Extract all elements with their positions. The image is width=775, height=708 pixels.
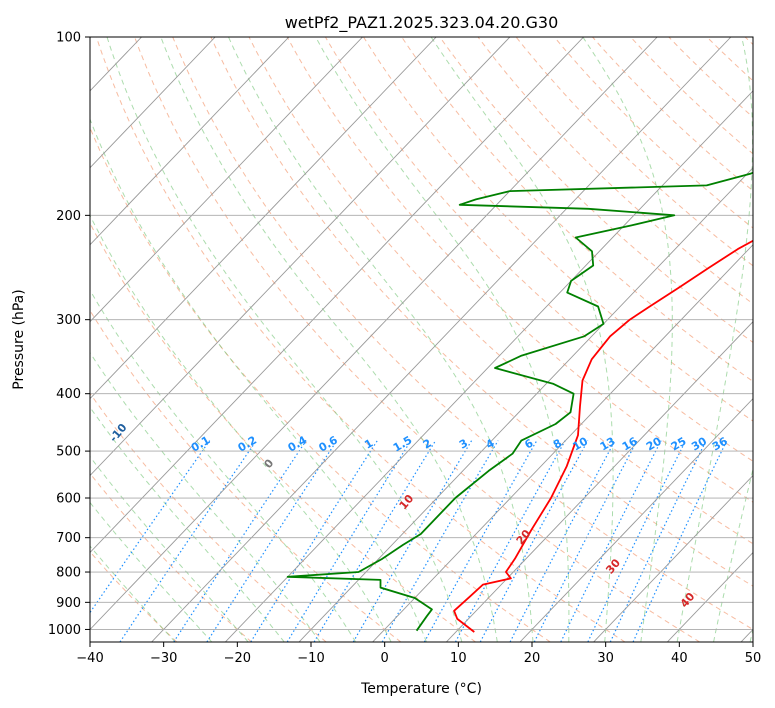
x-axis: −40 −30 −20 −10 0 10 20 30 40 50 — [76, 642, 761, 666]
moist-adiabat — [90, 351, 321, 642]
dry-adiabat — [324, 37, 753, 462]
mixing-ratio-line — [632, 440, 728, 642]
dry-adiabat — [248, 37, 753, 545]
dry-adiabat — [90, 309, 402, 642]
mixing-ratio-line — [250, 440, 378, 642]
isotherm — [90, 37, 511, 477]
mixing-ratio-line — [206, 440, 338, 642]
y-tick-label: 900 — [56, 596, 81, 611]
dry-adiabat — [286, 37, 753, 503]
moist-adiabat — [228, 37, 534, 642]
x-tick-label: 20 — [524, 651, 541, 666]
mixing-ratio-line — [560, 440, 662, 642]
x-tick-label: 0 — [381, 651, 389, 666]
x-tick-label: −10 — [297, 651, 324, 666]
isotherm — [90, 37, 584, 554]
x-tick-label: 10 — [450, 651, 467, 666]
x-tick-label: −30 — [150, 651, 177, 666]
isotherm — [445, 321, 753, 642]
y-tick-label: 600 — [56, 492, 81, 507]
x-tick-label: 40 — [671, 651, 688, 666]
moist-adiabat — [106, 37, 463, 642]
mixing-ratio-line — [313, 440, 437, 642]
isotherm — [90, 37, 216, 169]
moist-adiabat — [315, 37, 570, 642]
moist-adiabat — [90, 117, 427, 642]
moist-adiabat — [430, 37, 614, 642]
dry-adiabat — [210, 37, 753, 587]
mixing-ratio-line — [454, 440, 566, 642]
isotherm — [90, 37, 658, 631]
moist-adiabat — [160, 37, 498, 642]
dry-adiabat — [134, 37, 700, 642]
dry-adiabat — [95, 37, 626, 642]
chart-title: wetPf2_PAZ1.2025.323.04.20.G30 — [285, 13, 559, 33]
y-tick-label: 800 — [56, 566, 81, 581]
profile-lines — [286, 171, 753, 633]
isotherm — [224, 90, 753, 642]
mixing-ratio-line — [423, 440, 538, 642]
mixing-ratio-line — [173, 440, 307, 642]
isotherm — [519, 397, 753, 642]
y-tick-label: 100 — [56, 31, 81, 46]
background-lines — [90, 37, 753, 642]
moist-adiabat — [582, 37, 673, 642]
mixing-ratio-line — [352, 440, 473, 642]
y-tick-label: 200 — [56, 209, 81, 224]
y-tick-label: 700 — [56, 531, 81, 546]
isotherm — [90, 37, 363, 323]
y-tick-label: 1000 — [48, 623, 81, 638]
moist-adiabat — [90, 214, 392, 642]
dewpoint-profile — [286, 171, 753, 632]
mixing-ratio-line — [119, 440, 257, 642]
dry-adiabat — [172, 37, 753, 630]
dry-adiabat — [90, 472, 252, 642]
y-tick-label: 300 — [56, 313, 81, 328]
mixing-ratio-line — [90, 440, 211, 614]
dry-adiabat — [439, 37, 753, 344]
moist-adiabat — [90, 501, 213, 642]
isotherm — [593, 474, 753, 642]
y-axis-label: Pressure (hPa) — [11, 289, 27, 389]
isotherm — [151, 37, 732, 642]
y-tick-label: 500 — [56, 445, 81, 460]
y-axis: 100 200 300 400 500 600 700 800 900 1000 — [48, 31, 90, 638]
moist-adiabat — [90, 289, 357, 642]
temperature-profile — [453, 239, 753, 633]
x-tick-label: 30 — [597, 651, 614, 666]
isotherm — [298, 167, 753, 642]
x-tick-label: 50 — [745, 651, 762, 666]
x-tick-label: −20 — [224, 651, 251, 666]
isotherms — [90, 37, 753, 642]
mixing-ratio-line — [286, 440, 412, 642]
x-axis-label: Temperature (°C) — [360, 681, 482, 697]
x-tick-label: −40 — [76, 651, 103, 666]
isotherm — [372, 244, 753, 642]
dry-adiabat — [90, 126, 551, 642]
y-tick-label: 400 — [56, 387, 81, 402]
dry-adiabat — [90, 222, 476, 642]
isotherm — [90, 37, 437, 400]
isotherm — [90, 37, 290, 246]
moist-adiabat — [676, 37, 753, 642]
plot-frame — [89, 36, 754, 643]
